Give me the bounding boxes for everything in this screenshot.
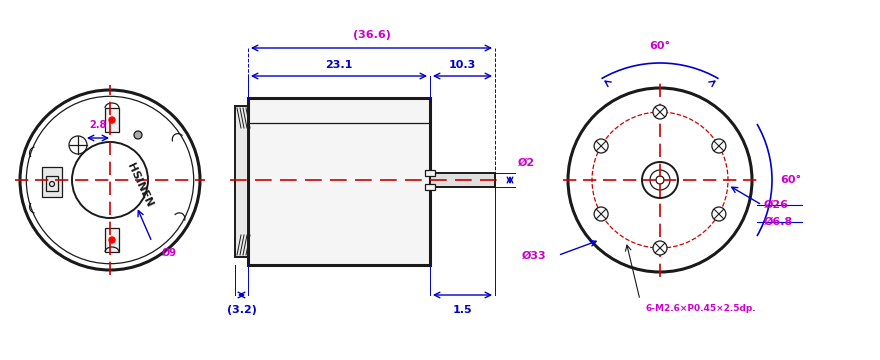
- Circle shape: [653, 241, 667, 255]
- Text: Ø2: Ø2: [518, 158, 535, 168]
- Text: Ø9: Ø9: [162, 248, 177, 258]
- Text: Ø33: Ø33: [522, 251, 546, 260]
- Text: (3.2): (3.2): [226, 305, 256, 315]
- Text: 60°: 60°: [780, 175, 801, 185]
- Text: Ø26: Ø26: [764, 200, 789, 210]
- Bar: [235, 106, 248, 257]
- Text: (36.6): (36.6): [353, 30, 391, 40]
- Text: 2.8: 2.8: [89, 120, 106, 130]
- FancyBboxPatch shape: [42, 167, 62, 197]
- Circle shape: [594, 207, 608, 221]
- Circle shape: [134, 131, 142, 139]
- Text: 1.5: 1.5: [452, 305, 473, 315]
- Text: 23.1: 23.1: [326, 60, 353, 70]
- Circle shape: [653, 105, 667, 119]
- Circle shape: [109, 117, 115, 123]
- Circle shape: [109, 237, 115, 243]
- Text: Ø6.8: Ø6.8: [764, 217, 793, 227]
- Text: HSINEN: HSINEN: [126, 161, 155, 208]
- Text: 10.3: 10.3: [449, 60, 476, 70]
- Circle shape: [712, 207, 726, 221]
- FancyBboxPatch shape: [105, 228, 119, 252]
- Circle shape: [594, 139, 608, 153]
- Bar: [248, 98, 430, 265]
- FancyBboxPatch shape: [105, 108, 119, 132]
- Text: 60°: 60°: [649, 41, 671, 51]
- Circle shape: [712, 139, 726, 153]
- Bar: [425, 184, 435, 190]
- Text: 6-M2.6×P0.45×2.5dp.: 6-M2.6×P0.45×2.5dp.: [645, 304, 756, 313]
- Bar: [430, 173, 495, 187]
- Bar: [425, 170, 435, 176]
